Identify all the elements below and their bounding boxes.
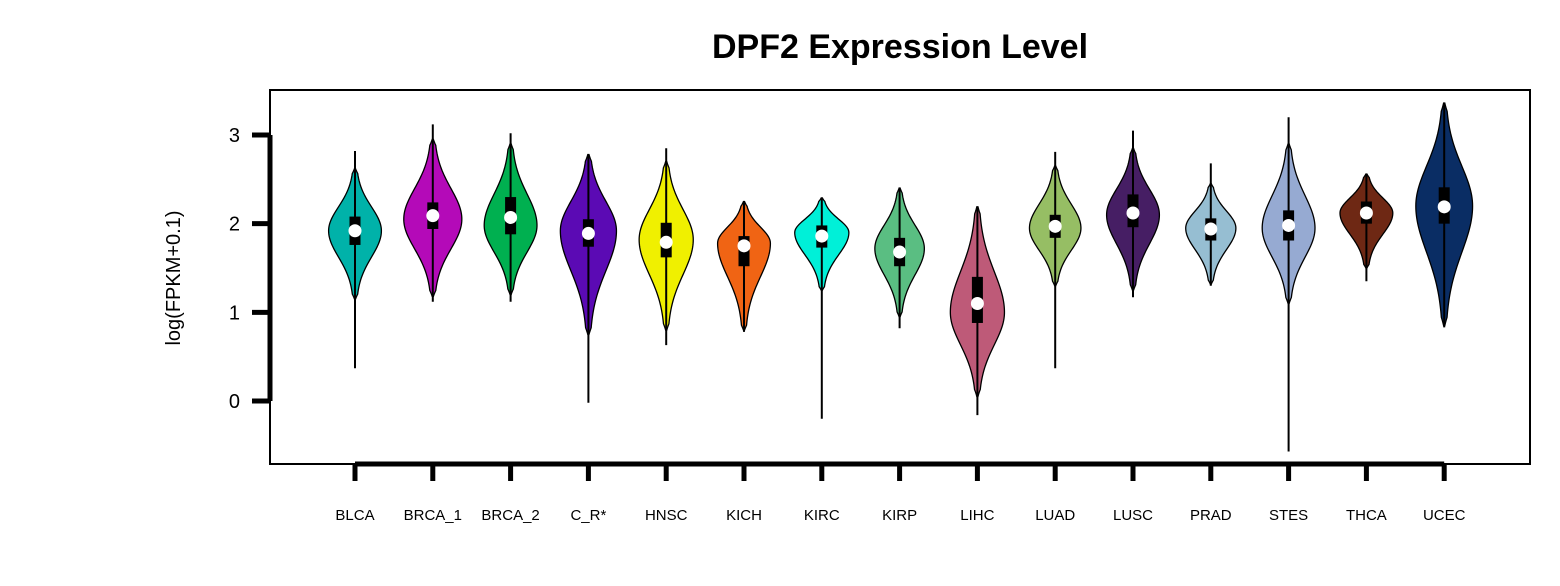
x-tick-label: KIRC: [804, 507, 840, 524]
x-tick-label: HNSC: [645, 507, 688, 524]
violin-median-point: [426, 209, 440, 223]
violin-median-point: [893, 245, 907, 259]
violin-luad: [1028, 151, 1082, 369]
x-tick-label: UCEC: [1423, 507, 1466, 524]
y-tick-label: 3: [229, 125, 240, 147]
violin-lihc: [949, 206, 1006, 416]
violin-kich: [716, 200, 772, 332]
violin-median-point: [659, 235, 673, 249]
x-tick-label: BRCA_2: [481, 507, 539, 524]
violin-median-point: [504, 210, 518, 224]
violin-ucec: [1415, 102, 1474, 328]
violin-lusc: [1105, 130, 1161, 298]
violin-median-point: [1204, 222, 1218, 236]
y-axis-label: log(FPKM+0.1): [163, 210, 185, 345]
x-tick-label: PRAD: [1190, 507, 1232, 524]
violin-kirc: [794, 197, 850, 419]
x-tick-label: STES: [1269, 507, 1308, 524]
chart-title: DPF2 Expression Level: [712, 28, 1088, 66]
violin-median-point: [1126, 206, 1140, 220]
violin-brca-2: [483, 133, 538, 302]
violin-c-r-: [559, 153, 618, 403]
x-tick-label: LIHC: [960, 507, 994, 524]
y-tick-label: 2: [229, 214, 240, 236]
x-axis: BLCA BRCA_1 BRCA_2 C_R* HNSC KICH KIRC KIRP LIHC…: [335, 461, 1466, 524]
violin-median-point: [1048, 219, 1062, 233]
y-axis: 0 1 2 3: [229, 125, 273, 413]
violin-stes: [1261, 117, 1316, 452]
violin-median-point: [1282, 218, 1296, 232]
y-tick-label: 1: [229, 302, 240, 324]
violin-median-point: [815, 229, 829, 243]
y-tick-label: 0: [229, 391, 240, 413]
x-tick-label: KICH: [726, 507, 762, 524]
x-tick-label: C_R*: [570, 507, 606, 524]
violin-blca: [327, 150, 383, 369]
violin-prad: [1185, 163, 1237, 286]
violin-median-point: [581, 226, 595, 240]
x-tick-label: KIRP: [882, 507, 917, 524]
violin-median-point: [1359, 206, 1373, 220]
x-tick-label: LUAD: [1035, 507, 1075, 524]
violin-brca-1: [403, 124, 463, 302]
violin-kirp: [874, 187, 925, 329]
violin-hnsc: [638, 148, 694, 346]
x-tick-label: LUSC: [1113, 507, 1153, 524]
violin-median-point: [970, 296, 984, 310]
violins: [327, 102, 1474, 452]
x-tick-label: BLCA: [335, 507, 374, 524]
x-tick-label: THCA: [1346, 507, 1387, 524]
violin-thca: [1339, 173, 1394, 282]
violin-median-point: [1437, 200, 1451, 214]
x-tick-label: BRCA_1: [404, 507, 462, 524]
violin-median-point: [737, 239, 751, 253]
violin-median-point: [348, 224, 362, 238]
